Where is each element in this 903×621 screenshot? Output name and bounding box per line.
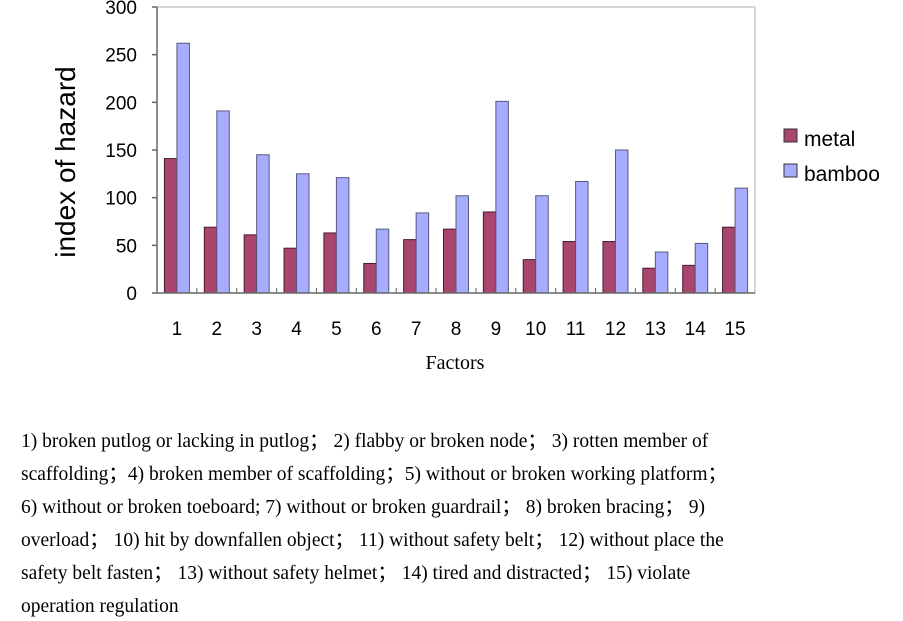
x-tick-label: 6 — [371, 319, 382, 340]
caption-line: operation regulation — [21, 596, 179, 617]
bar-bamboo-10 — [535, 195, 549, 294]
caption-line: scaffolding；4) broken member of scaffold… — [21, 464, 727, 485]
bar-bamboo-14 — [694, 242, 709, 294]
bar-bamboo-3 — [256, 154, 270, 294]
legend-label-metal: metal — [804, 128, 855, 151]
x-axis-label: Factors — [426, 352, 485, 374]
bar-metal-8 — [443, 228, 457, 294]
bar-metal-2 — [203, 226, 218, 294]
bar-bamboo-15 — [734, 187, 749, 294]
y-tick-label: 0 — [126, 284, 137, 305]
x-tick-label: 11 — [566, 319, 586, 340]
caption-line: 6) without or broken toeboard; 7) withou… — [21, 497, 705, 518]
bar-bamboo-8 — [455, 195, 469, 294]
x-tick-label: 3 — [251, 319, 262, 340]
x-tick-label: 15 — [724, 319, 745, 340]
bar-metal-13 — [642, 267, 656, 294]
bar-metal-5 — [323, 232, 337, 294]
y-tick-label: 250 — [105, 46, 137, 67]
legend-label-bamboo: bamboo — [804, 163, 880, 186]
y-axis-label: index of hazard — [50, 66, 81, 257]
x-tick-label: 10 — [525, 319, 546, 340]
x-tick-label: 13 — [645, 319, 666, 340]
y-tick-label: 50 — [116, 236, 137, 257]
bar-bamboo-9 — [495, 100, 509, 294]
figure-caption: 1) broken putlog or lacking in putlog； 2… — [21, 428, 891, 621]
bar-bamboo-1 — [176, 42, 190, 294]
bar-metal-6 — [363, 262, 377, 294]
y-tick-label: 300 — [105, 0, 137, 19]
bar-metal-12 — [602, 241, 616, 294]
bar-metal-10 — [522, 259, 537, 294]
bar-metal-7 — [403, 239, 417, 294]
bar-metal-1 — [163, 158, 178, 294]
caption-line: 1) broken putlog or lacking in putlog； 2… — [21, 431, 709, 452]
legend-swatch-metal — [783, 128, 798, 143]
bar-metal-15 — [722, 226, 736, 294]
x-tick-label: 4 — [291, 319, 302, 340]
x-tick-label: 8 — [451, 319, 462, 340]
x-tick-label: 14 — [685, 319, 707, 340]
y-tick-label: 150 — [105, 141, 137, 162]
bar-bamboo-13 — [654, 251, 669, 294]
caption-line: overload； 10) hit by downfallen object； … — [21, 530, 724, 551]
bar-metal-4 — [283, 247, 298, 294]
caption-line: safety belt fasten； 13) without safety h… — [21, 563, 691, 584]
bar-metal-11 — [562, 241, 577, 294]
bar-metal-9 — [482, 211, 497, 294]
x-tick-label: 1 — [172, 319, 183, 340]
x-tick-label: 7 — [411, 319, 422, 340]
bar-bamboo-12 — [614, 149, 629, 294]
bar-bamboo-4 — [296, 173, 310, 294]
x-tick-label: 5 — [331, 319, 342, 340]
bar-bamboo-7 — [415, 212, 430, 294]
bar-bamboo-2 — [216, 110, 230, 294]
x-tick-label: 12 — [605, 319, 626, 340]
bar-bamboo-6 — [375, 228, 390, 294]
x-tick-label: 9 — [491, 319, 502, 340]
bar-bamboo-5 — [335, 177, 350, 294]
bar-metal-14 — [682, 264, 696, 294]
legend-swatch-bamboo — [783, 163, 798, 178]
x-tick-label: 2 — [212, 319, 223, 340]
bar-bamboo-11 — [575, 180, 589, 294]
y-tick-label: 200 — [105, 93, 137, 114]
bar-metal-3 — [243, 234, 258, 294]
y-tick-label: 100 — [105, 189, 137, 210]
legend: metal bamboo — [783, 128, 880, 186]
